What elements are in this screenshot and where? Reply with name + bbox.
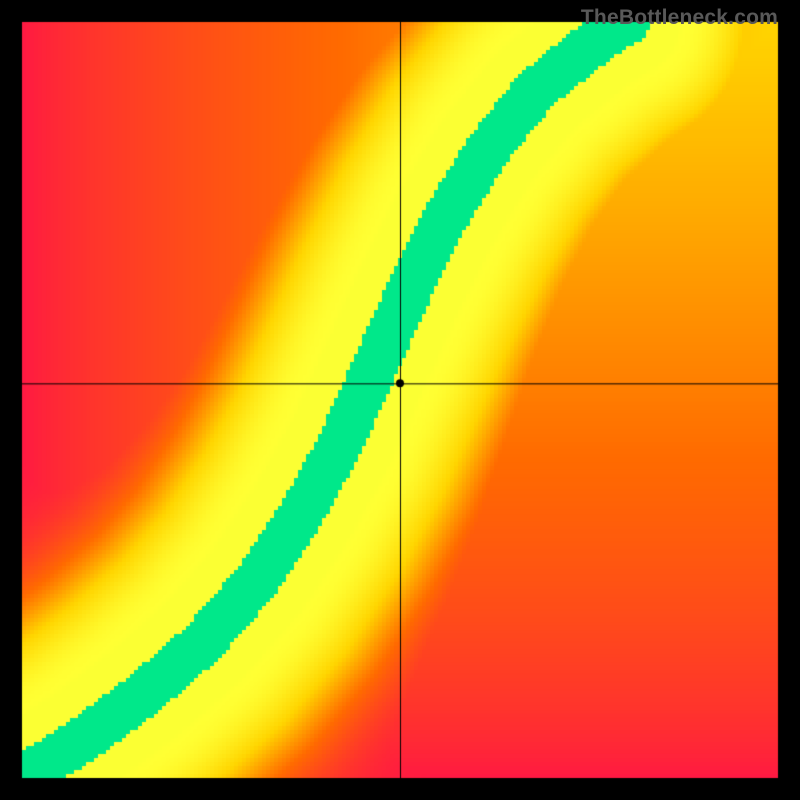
bottleneck-heatmap-canvas <box>0 0 800 800</box>
chart-container: TheBottleneck.com <box>0 0 800 800</box>
watermark-text: TheBottleneck.com <box>581 6 778 30</box>
